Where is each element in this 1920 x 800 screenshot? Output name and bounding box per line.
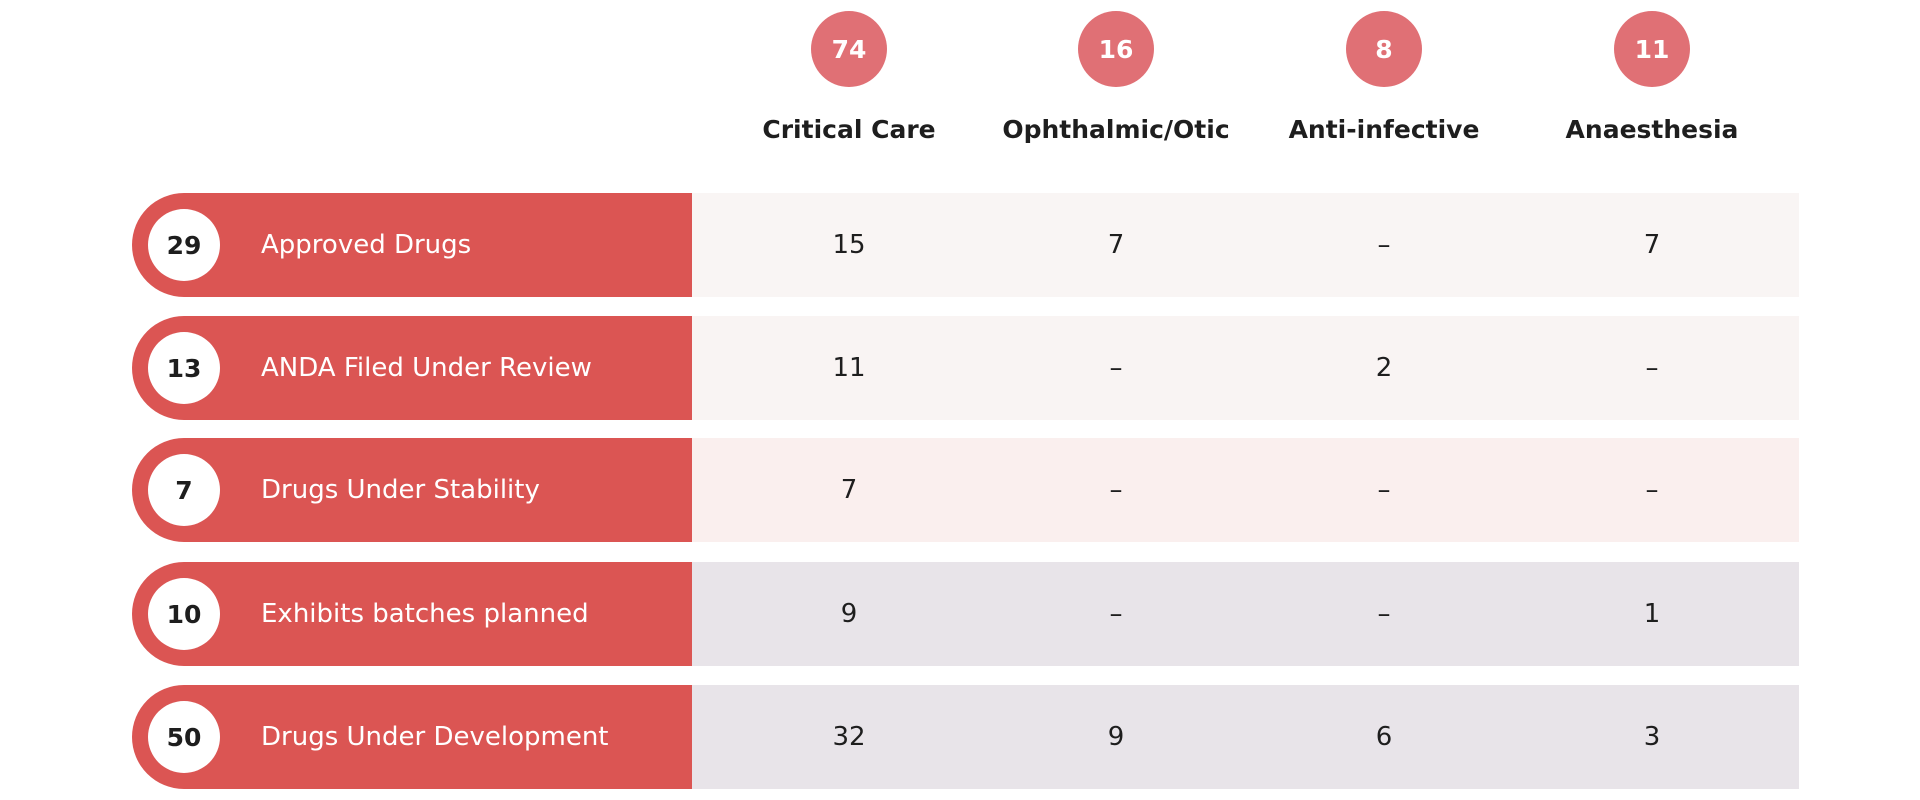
row-background [692, 438, 1799, 542]
cell-value: – [1377, 230, 1391, 260]
row-header [132, 316, 692, 420]
column-count: 74 [811, 11, 887, 87]
cell-value: 1 [1643, 599, 1661, 629]
row-label: Exhibits batches planned [261, 599, 589, 629]
row-count: 29 [148, 209, 220, 281]
cell-value: – [1109, 353, 1123, 383]
row-header [132, 193, 692, 297]
row-label: Drugs Under Development [261, 722, 609, 752]
column-label: Ophthalmic/Otic [1002, 115, 1230, 144]
cell-value: 2 [1375, 353, 1393, 383]
row-count: 13 [148, 332, 220, 404]
cell-value: 6 [1375, 722, 1393, 752]
row-label: ANDA Filed Under Review [261, 353, 592, 383]
row-background [692, 316, 1799, 420]
row-label: Approved Drugs [261, 230, 472, 260]
row-background [692, 193, 1799, 297]
column-label: Anti-infective [1288, 115, 1480, 144]
column-count: 16 [1078, 11, 1154, 87]
cell-value: – [1377, 599, 1391, 629]
row-header [132, 562, 692, 666]
cell-value: 11 [832, 353, 866, 383]
column-count: 11 [1614, 11, 1690, 87]
cell-value: 15 [832, 230, 866, 260]
column-label: Anaesthesia [1565, 115, 1739, 144]
cell-value: – [1109, 475, 1123, 505]
row-header [132, 685, 692, 789]
column-label: Critical Care [762, 115, 936, 144]
cell-value: 7 [840, 475, 858, 505]
column-count: 8 [1346, 11, 1422, 87]
row-count: 7 [148, 454, 220, 526]
cell-value: – [1109, 599, 1123, 629]
cell-value: 32 [832, 722, 866, 752]
row-background [692, 562, 1799, 666]
cell-value: 7 [1643, 230, 1661, 260]
cell-value: 9 [1107, 722, 1125, 752]
row-label: Drugs Under Stability [261, 475, 540, 505]
row-background [692, 685, 1799, 789]
row-count: 50 [148, 701, 220, 773]
row-count: 10 [148, 578, 220, 650]
cell-value: 7 [1107, 230, 1125, 260]
row-header [132, 438, 692, 542]
cell-value: 9 [840, 599, 858, 629]
cell-value: 3 [1643, 722, 1661, 752]
cell-value: – [1377, 475, 1391, 505]
cell-value: – [1645, 353, 1659, 383]
cell-value: – [1645, 475, 1659, 505]
